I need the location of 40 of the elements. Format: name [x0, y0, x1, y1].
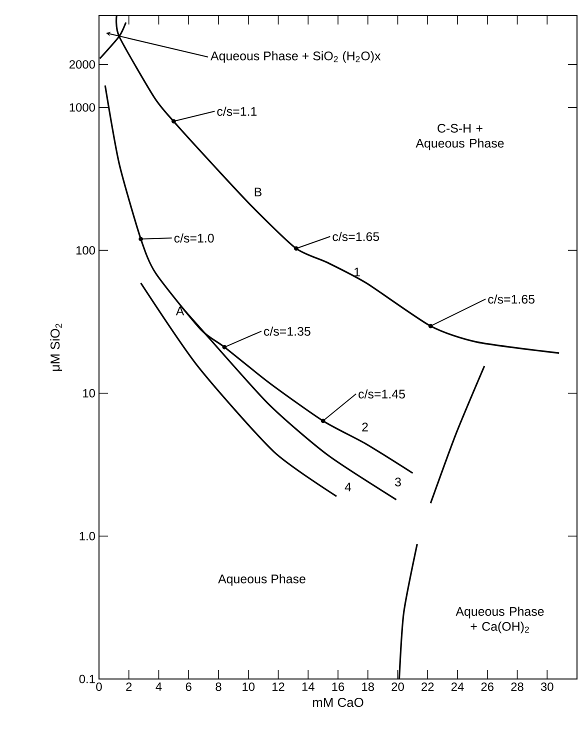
y-tick-label: 2000 — [69, 60, 96, 69]
y-axis-title: μM SiO$_{2}$ — [50, 324, 62, 371]
x-axis-title: mM CaO — [312, 698, 364, 707]
annotation: c/s=1.45 — [358, 389, 405, 398]
annotation: C-S-H + Aqueous Phase — [416, 124, 504, 150]
x-tick-label: 26 — [481, 682, 494, 691]
annotation: c/s=1.65 — [332, 232, 380, 242]
x-tick-label: 4 — [156, 682, 162, 691]
x-tick-label: 16 — [332, 682, 344, 691]
x-tick-label: 28 — [511, 682, 524, 691]
y-tick-label: 100 — [76, 246, 96, 255]
x-tick-label: 14 — [302, 682, 314, 691]
annotation: c/s=1.35 — [264, 326, 310, 336]
x-tick-label: 12 — [272, 682, 284, 691]
annotation: c/s=1.0 — [174, 233, 214, 243]
annotation: 2 — [362, 422, 368, 432]
annotation: A — [176, 306, 184, 316]
x-tick-label: 24 — [451, 682, 464, 691]
x-tick-label: 10 — [242, 682, 255, 691]
annotation: 1 — [354, 268, 360, 276]
x-tick-label: 8 — [216, 682, 222, 691]
x-tick-label: 22 — [422, 682, 434, 691]
annotation: Aqueous Phase + Ca(OH)$_{2}$ — [456, 606, 544, 634]
annotation: c/s=1.65 — [488, 294, 535, 304]
annotation: c/s=1.1 — [217, 106, 257, 116]
y-tick-label: 1.0 — [80, 532, 96, 540]
annotation: Aqueous Phase + SiO$_{2}$ (H$_{2}$O)x — [210, 51, 381, 63]
y-tick-label: 10 — [83, 388, 96, 398]
annotation: Aqueous Phase — [218, 574, 306, 586]
x-tick-label: 30 — [540, 682, 554, 691]
annotation: B — [254, 188, 262, 196]
x-tick-label: 6 — [186, 682, 192, 691]
y-tick-label: 1000 — [70, 103, 96, 112]
annotation: 3 — [395, 478, 401, 486]
y-tick-label: 0.1 — [79, 674, 95, 684]
x-tick-label: 20 — [392, 682, 404, 691]
x-tick-label: 18 — [362, 682, 374, 691]
annotation: 4 — [344, 482, 352, 492]
x-tick-label: 2 — [126, 682, 132, 691]
x-tick-label: 0 — [96, 682, 102, 691]
